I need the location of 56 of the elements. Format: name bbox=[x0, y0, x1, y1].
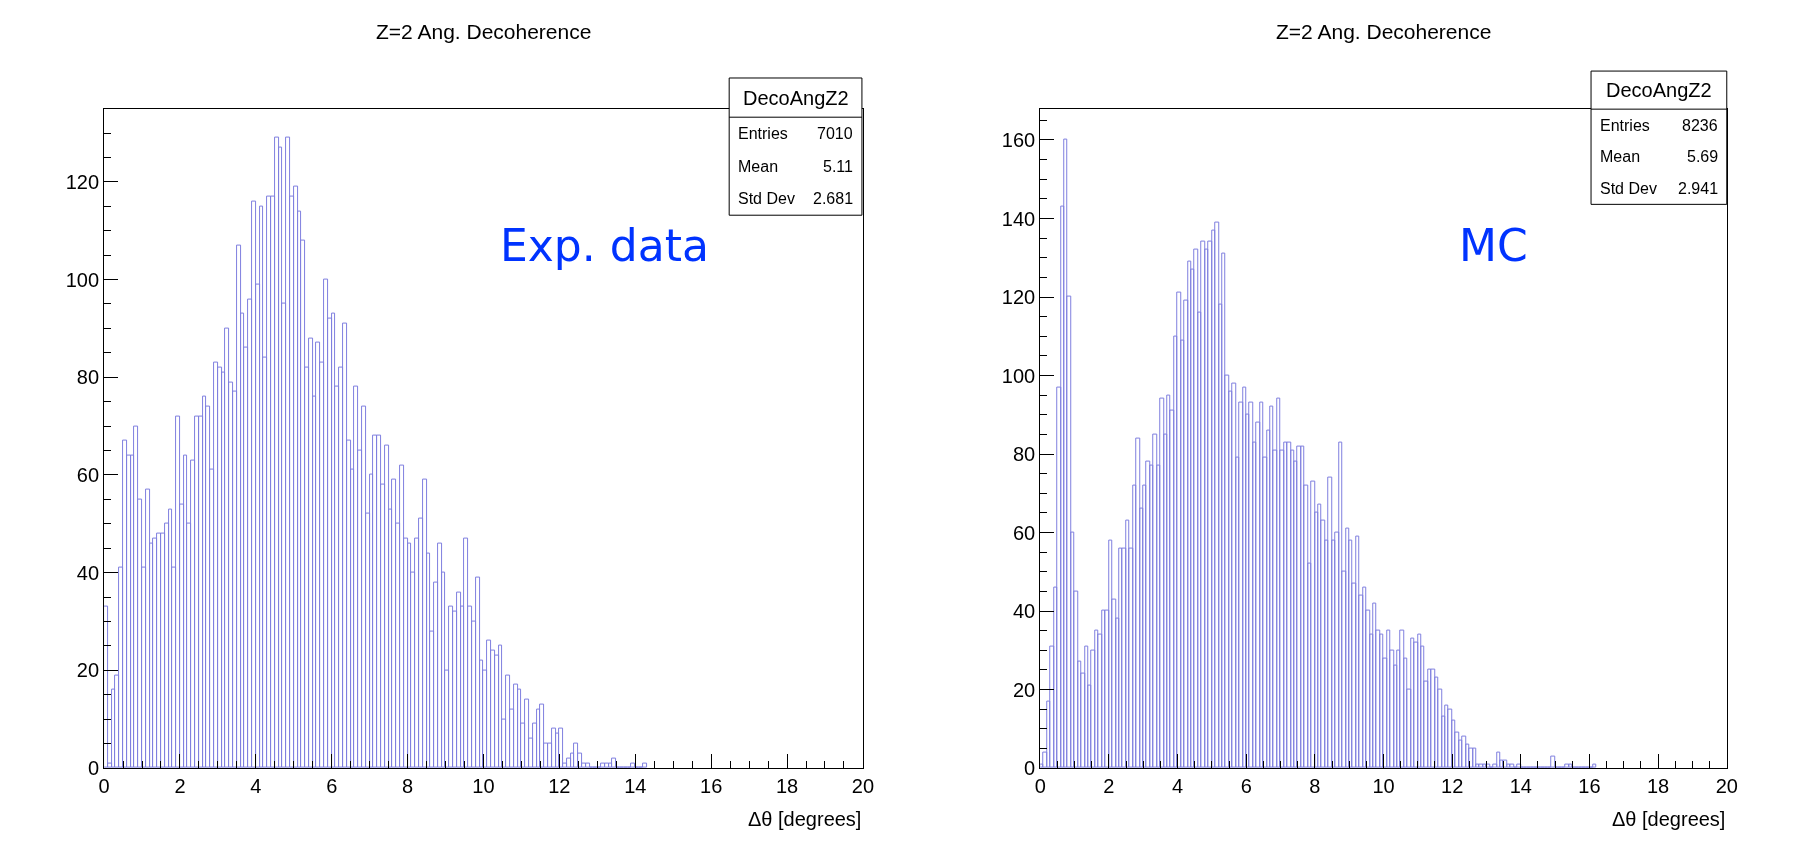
x-tick-label: 6 bbox=[1240, 775, 1252, 798]
annotation: 7010 bbox=[817, 125, 853, 142]
y-tick-label: 80 bbox=[1012, 443, 1036, 466]
x-tick-label: 14 bbox=[624, 775, 647, 798]
y-tick-label: 20 bbox=[1012, 678, 1036, 701]
chart-title: Z=2 Ang. Decoherence bbox=[376, 20, 592, 43]
y-tick-label: 60 bbox=[1012, 521, 1036, 544]
annotation: Std Dev bbox=[738, 190, 795, 207]
x-tick-label: 6 bbox=[326, 775, 338, 798]
x-tick-label: 16 bbox=[700, 775, 723, 798]
y-tick-label: 140 bbox=[1001, 207, 1036, 230]
y-tick-label: 120 bbox=[65, 170, 100, 193]
y-tick-label: 0 bbox=[1024, 757, 1036, 780]
x-tick-label: 14 bbox=[1509, 775, 1532, 798]
x-tick-label: 4 bbox=[1171, 775, 1184, 798]
y-tick-label: 100 bbox=[1001, 364, 1036, 387]
x-tick-label: 2 bbox=[1103, 775, 1115, 798]
x-axis-title: Δθ [degrees] bbox=[1612, 808, 1726, 830]
x-axis-title: Δθ [degrees] bbox=[748, 808, 862, 830]
annotation: 2.681 bbox=[813, 190, 854, 207]
x-tick-label: 20 bbox=[1715, 775, 1738, 798]
annotation: 5.69 bbox=[1687, 148, 1719, 165]
y-tick-label: 0 bbox=[87, 757, 100, 780]
x-tick-label: 12 bbox=[1441, 775, 1464, 798]
x-tick-label: 12 bbox=[548, 775, 571, 798]
annotation: Mean bbox=[1600, 148, 1641, 165]
annotation: Std Dev bbox=[1600, 180, 1657, 197]
annotation: Entries bbox=[1600, 117, 1650, 134]
annotation: 5.11 bbox=[823, 158, 854, 175]
x-tick-label: 20 bbox=[851, 775, 875, 798]
x-tick-label: 10 bbox=[1372, 775, 1395, 798]
x-tick-label: 18 bbox=[775, 775, 799, 798]
x-tick-label: 16 bbox=[1578, 775, 1601, 798]
y-tick-label: 60 bbox=[76, 463, 100, 486]
text: DecoAngZ2 bbox=[1606, 79, 1712, 101]
y-tick-label: 40 bbox=[1012, 600, 1036, 623]
annotation: Exp. data bbox=[500, 220, 709, 271]
y-tick-label: 120 bbox=[1001, 286, 1036, 308]
annotation: 2.941 bbox=[1678, 180, 1719, 197]
x-tick-label: 8 bbox=[1309, 775, 1321, 798]
x-tick-label: 8 bbox=[402, 775, 414, 798]
x-tick-label: 2 bbox=[174, 775, 186, 798]
y-tick-label: 20 bbox=[76, 659, 100, 682]
y-tick-label: 80 bbox=[76, 366, 100, 389]
chart-title: Z=2 Ang. Decoherence bbox=[1276, 20, 1492, 43]
x-tick-label: 4 bbox=[250, 775, 262, 798]
y-tick-label: 40 bbox=[76, 561, 100, 584]
annotation: Mean bbox=[738, 158, 779, 175]
y-tick-label: 100 bbox=[65, 268, 100, 291]
annotation: DecoAngZ2 bbox=[743, 87, 849, 109]
annotation: 8236 bbox=[1682, 117, 1718, 134]
x-tick-label: 18 bbox=[1646, 775, 1670, 798]
y-tick-label: 160 bbox=[1001, 128, 1036, 151]
annotation: Entries bbox=[738, 125, 788, 142]
annotation: MC bbox=[1459, 220, 1528, 271]
x-tick-label: 10 bbox=[472, 775, 495, 798]
